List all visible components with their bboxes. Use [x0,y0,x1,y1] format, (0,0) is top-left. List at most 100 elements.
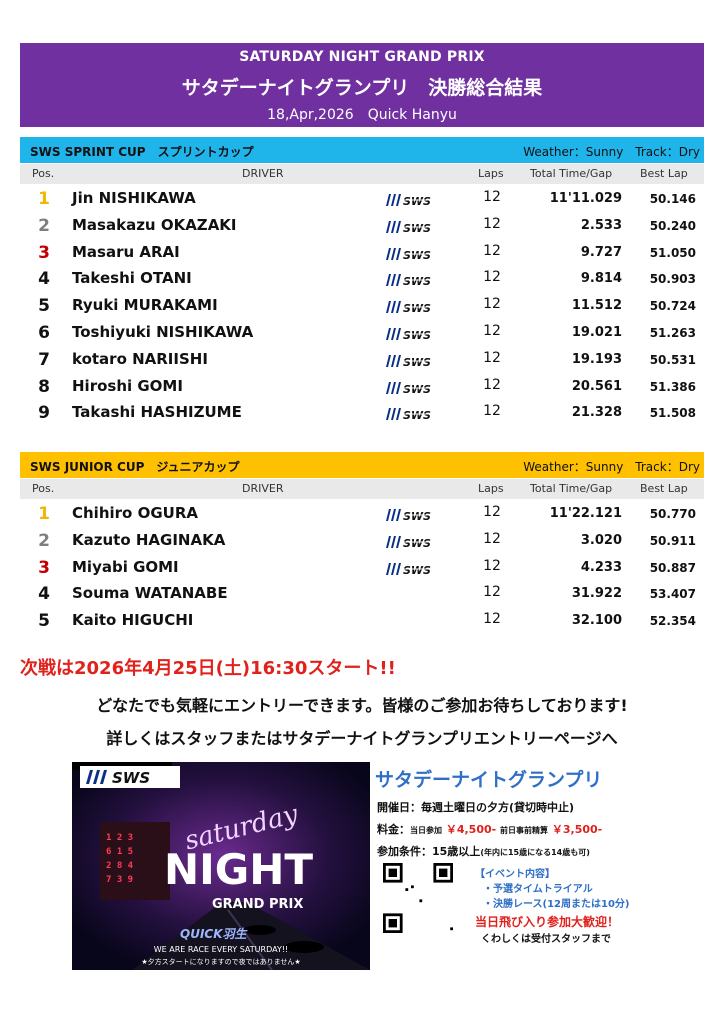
laps: 12 [483,242,501,259]
best-lap: 50.531 [649,352,696,367]
laps: 12 [483,189,501,205]
results-header: SATURDAY NIGHT GRAND PRIX サタデーナイトグランプリ 決… [20,43,704,127]
info-condition: 参加条件：15歳以上(年内に15歳になる14歳も可) [377,843,590,859]
total-time: 21.328 [571,405,622,421]
total-time: 3.020 [580,532,622,548]
driver-name: Jin NISHIKAWA [72,189,196,207]
title-jp: サタデーナイトグランプリ 決勝総合結果 [181,77,543,99]
total-time: 9.814 [580,271,622,287]
junior-cup-bar: SWS JUNIOR CUP ジュニアカップ Weather：Sunny Tra… [20,452,704,478]
event-contents-title: 【イベント内容】 [475,869,555,880]
laps: 12 [483,584,501,601]
col-best: Best Lap [640,167,688,180]
laps: 12 [483,322,501,339]
position: 3 [38,242,50,263]
col-total: Total Time/Gap [530,167,613,180]
col-pos: Pos. [32,482,55,495]
sprint-cup-bar: SWS SPRINT CUP スプリントカップ Weather：Sunny Tr… [20,137,704,163]
next-race-announcement: 次戦は2026年4月25日(土)16:30スタート!! [20,658,396,679]
col-laps: Laps [478,167,504,180]
total-time: 32.100 [571,613,622,629]
junior-column-header: Pos. DRIVER Laps Total Time/Gap Best Lap [20,479,704,499]
total-time: 11'22.121 [549,506,622,521]
info-title: サタデーナイトグランプリ [375,769,603,791]
fee-label: 料金： [377,823,410,836]
position: 2 [38,215,50,236]
driver-name: Masaru ARAI [72,242,180,261]
junior-rows: 1 Chihiro OGURA SWS 12 11'22.121 50.770 2 Kazut… [20,501,704,635]
sprint-cup-name: SWS SPRINT CUP スプリントカップ [30,145,254,159]
driver-name: kotaro NARIISHI [72,349,208,368]
table-row: 4 Takeshi OTANI SWS 12 9.814 50.903 [20,266,704,293]
best-lap: 50.146 [649,192,696,206]
sws-logo-icon: SWS [386,247,442,260]
position: 3 [38,557,50,578]
table-row: 6 Toshiyuki NISHIKAWA SWS 12 19.021 51.263 [20,320,704,347]
position: 1 [38,189,50,209]
svg-text:2 8 4: 2 8 4 [106,861,134,871]
poster-note: ★夕方スタートになりますので夜ではありません★ [141,957,300,966]
driver-name: Ryuki MURAKAMI [72,296,218,315]
date-venue: 18,Apr,2026 Quick Hanyu [267,107,457,123]
total-time: 9.727 [580,244,622,260]
best-lap: 53.407 [649,587,696,602]
qr-code[interactable] [383,863,453,933]
table-row: 7 kotaro NARIISHI SWS 12 19.193 50.531 [20,347,704,374]
position: 4 [38,584,50,605]
laps: 12 [483,557,501,574]
best-lap: 51.508 [649,406,696,421]
total-time: 11'11.029 [549,191,622,206]
driver-name: Takashi HASHIZUME [72,403,242,422]
fee-pre-label: 前日事前精算 [500,826,549,835]
fee-same-day: ￥4,500- [445,823,497,836]
driver-name: Kaito HIGUCHI [72,611,194,630]
poster-tagline: WE ARE RACE EVERY SATURDAY!! [154,945,289,954]
best-lap: 50.903 [649,272,696,287]
position: 9 [38,403,50,424]
sws-logo-icon: SWS [386,509,442,521]
info-date: 開催日：毎週土曜日の夕方(貸切時中止) [377,801,575,814]
laps: 12 [483,403,501,420]
laps: 12 [483,376,501,393]
total-time: 11.512 [571,298,622,314]
table-row: 9 Takashi HASHIZUME SWS 12 21.328 51.508 [20,400,704,427]
laps: 12 [483,504,501,520]
table-row: 4 Souma WATANABE 12 31.922 53.407 [20,581,704,608]
driver-name: Chihiro OGURA [72,504,198,522]
total-time: 19.193 [571,351,622,367]
table-row: 2 Kazuto HAGINAKA SWS 12 3.020 50.911 [20,528,704,555]
laps: 12 [483,215,501,232]
driver-name: Miyabi GOMI [72,557,179,576]
poster-venue: QUICK羽生 [180,927,249,941]
sprint-rows: 1 Jin NISHIKAWA SWS 12 11'11.029 50.146 2 Masak… [20,186,704,427]
sws-logo-icon: SWS [386,301,442,314]
table-row: 5 Kaito HIGUCHI 12 32.100 52.354 [20,608,704,635]
details-staff: くわしくは受付スタッフまで [481,934,611,945]
col-best: Best Lap [640,482,688,495]
total-time: 4.233 [580,559,622,575]
col-laps: Laps [478,482,504,495]
sws-logo-icon: SWS [386,220,442,233]
laps: 12 [483,296,501,313]
junior-cup-name: SWS JUNIOR CUP ジュニアカップ [30,460,240,474]
col-driver: DRIVER [242,482,284,495]
event-item-qualifying: ・予選タイムトライアル [483,884,593,895]
driver-name: Masakazu OKAZAKI [72,215,237,234]
position: 6 [38,322,50,343]
svg-text:6 1 5: 6 1 5 [106,847,133,857]
total-time: 31.922 [571,586,622,602]
cond-label: 参加条件：15歳以上 [377,845,481,858]
sws-logo-icon: SWS [386,562,442,575]
svg-text:7 3 9: 7 3 9 [106,875,133,885]
sprint-weather: Weather：Sunny Track：Dry [523,145,700,159]
details-message: 詳しくはスタッフまたはサタデーナイトグランプリエントリーページへ [106,729,618,748]
cond-note: (年内に15歳になる14歳も可) [480,848,590,857]
position: 5 [38,296,50,317]
position: 2 [38,530,50,551]
best-lap: 50.887 [649,560,696,575]
welcome-walkin: 当日飛び入り参加大歓迎！ [475,915,620,929]
table-row: 1 Jin NISHIKAWA SWS 12 11'11.029 50.146 [20,186,704,213]
best-lap: 50.724 [649,299,696,314]
position: 7 [38,349,50,370]
